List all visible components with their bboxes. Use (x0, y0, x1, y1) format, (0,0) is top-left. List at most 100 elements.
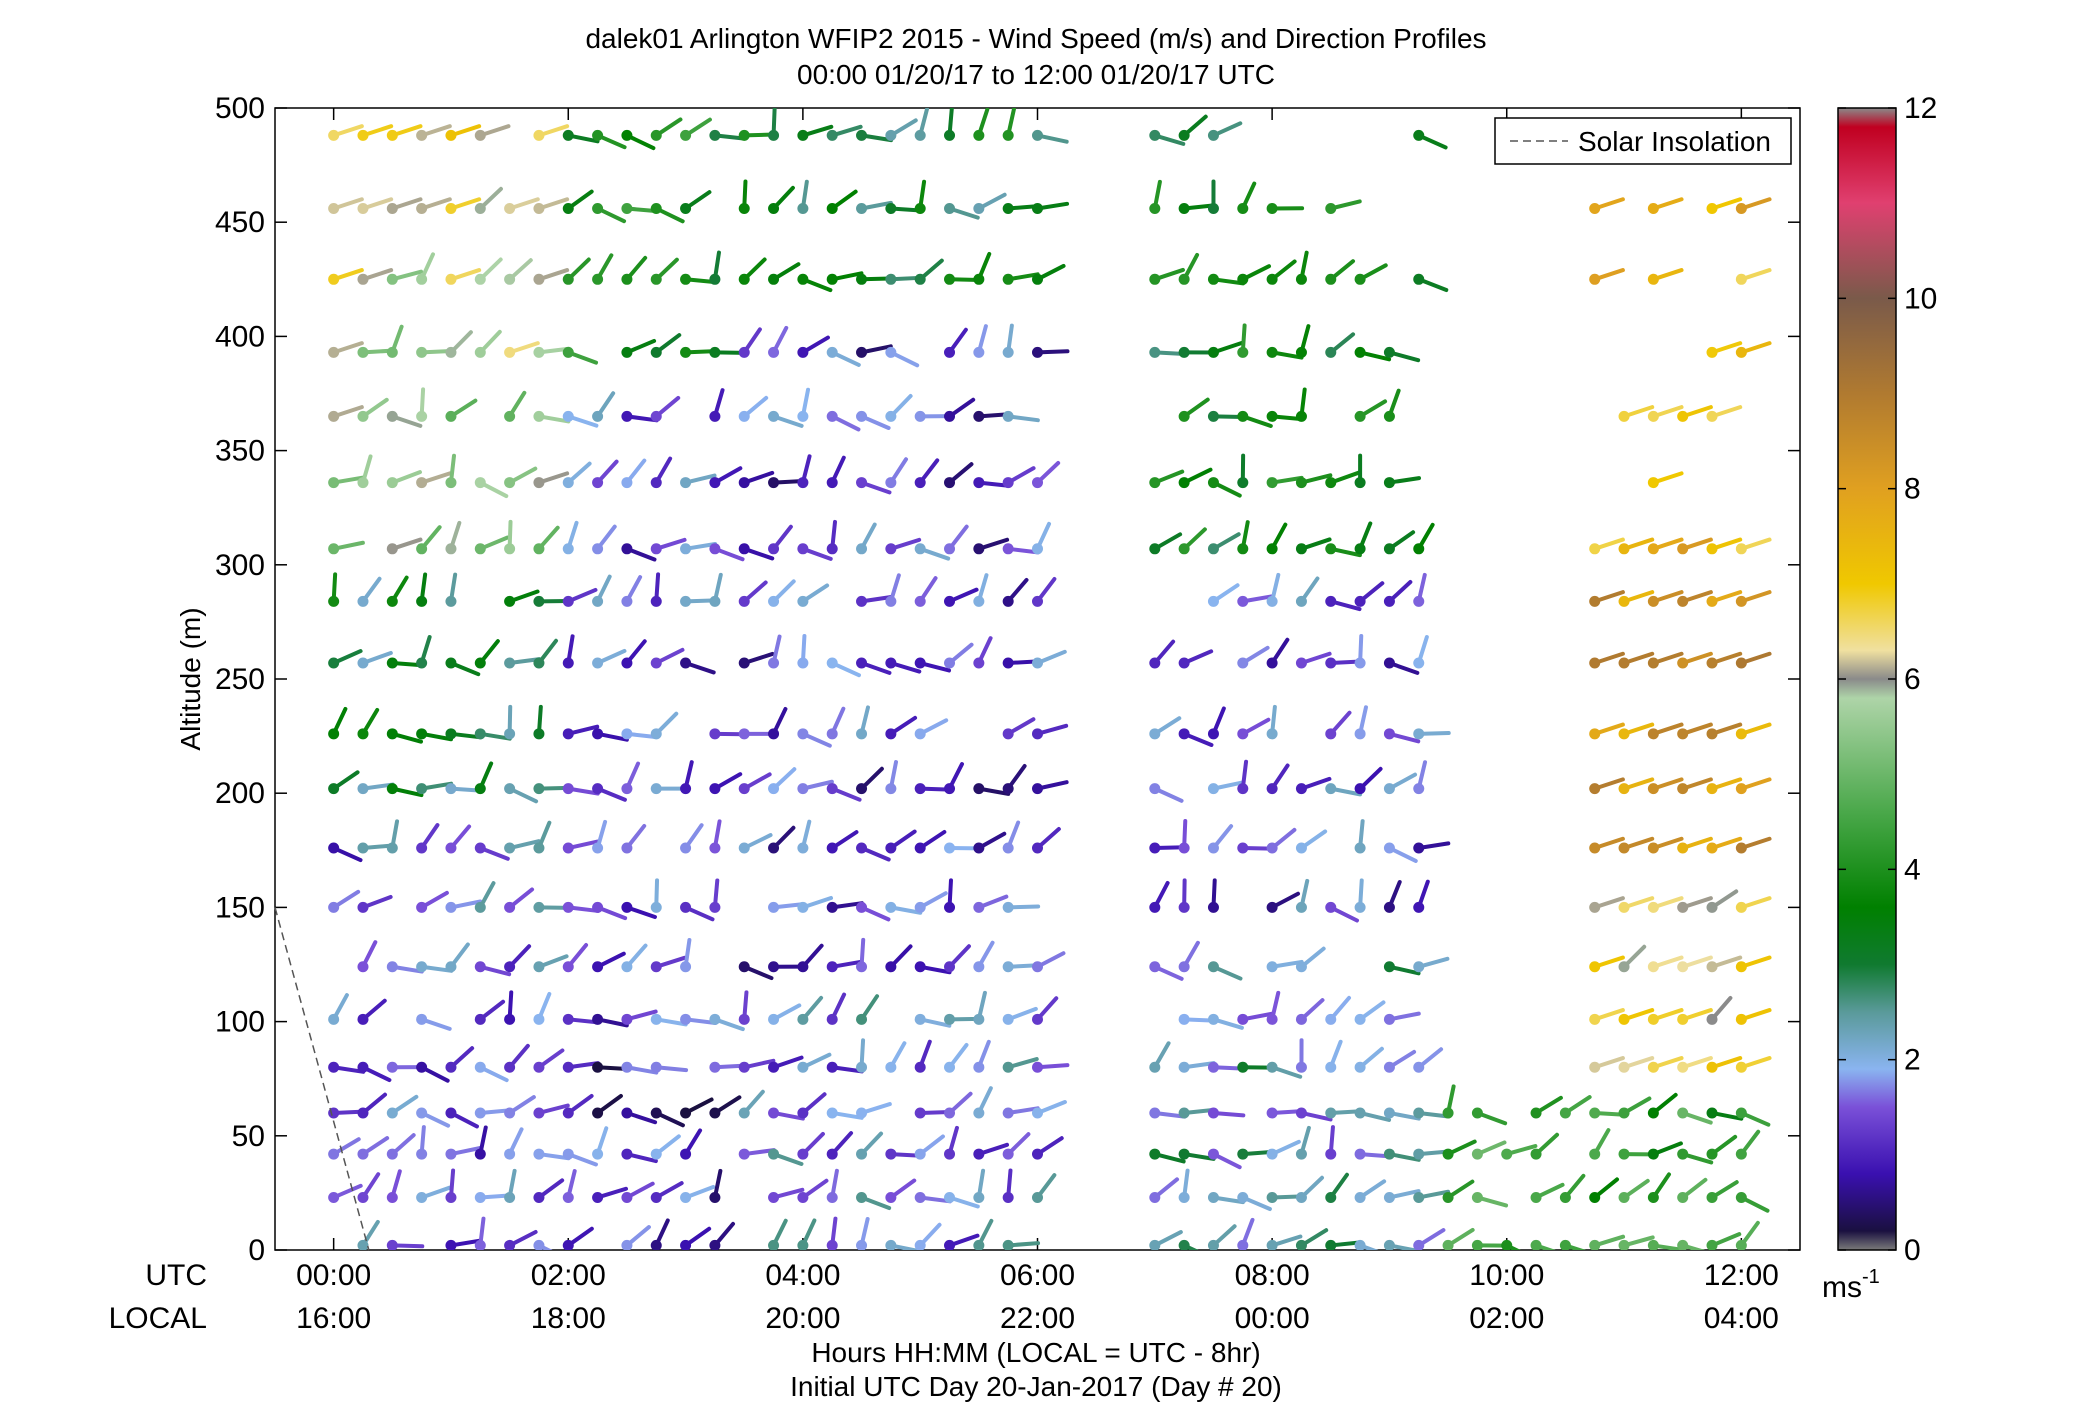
wind-barb-dot (1149, 901, 1161, 913)
wind-barb-dot (826, 1013, 838, 1025)
wind-barb-dot (973, 657, 985, 669)
wind-barb-dot (797, 1107, 809, 1119)
wind-barb-dot (386, 842, 398, 854)
wind-barb-dot (709, 1107, 721, 1119)
wind-barb-dot (944, 1191, 956, 1203)
wind-barb-dot (1002, 202, 1014, 214)
wind-barb-dot (1295, 1013, 1307, 1025)
wind-barb-dot (621, 783, 633, 795)
x-axis: 00:00 16:00 02:00 18:00 04:00 20:00 06:00 22:00… (296, 108, 1779, 1335)
wind-barb-dot (650, 1148, 662, 1160)
wind-barb-dot (826, 842, 838, 854)
wind-barb-dot (386, 961, 398, 973)
wind-barb-dot (1677, 1013, 1689, 1025)
chart-subtitle: 00:00 01/20/17 to 12:00 01/20/17 UTC (797, 59, 1275, 90)
wind-barb-dot (1178, 961, 1190, 973)
wind-barb-dot (856, 1191, 868, 1203)
wind-barb-dot (797, 1013, 809, 1025)
wind-barb-dot (445, 728, 457, 740)
wind-barb-dot (621, 273, 633, 285)
wind-barb-dot (1383, 961, 1395, 973)
wind-barb-dot (416, 901, 428, 913)
wind-barb-dot (1413, 1107, 1425, 1119)
wind-barb-dot (445, 961, 457, 973)
wind-barb-dot (738, 1013, 750, 1025)
wind-barb-dot (680, 595, 692, 607)
wind-barb-dot (1706, 410, 1718, 422)
x-tick-label-local: 04:00 (1704, 1302, 1779, 1335)
wind-barb-dot (1383, 346, 1395, 358)
wind-barb-dot (1207, 1191, 1219, 1203)
wind-barb-dot (1618, 1061, 1630, 1073)
wind-barb-dot (1032, 595, 1043, 607)
wind-barb-dot (1413, 595, 1425, 607)
wind-barb-dot (1295, 657, 1307, 669)
wind-barb-dot (973, 961, 985, 973)
wind-barb-dot (1354, 1061, 1366, 1073)
solar-insolation-line (274, 907, 370, 1251)
wind-barb-dot (621, 129, 633, 141)
wind-barb-dot (1677, 728, 1689, 740)
wind-barb-dot (856, 1107, 868, 1119)
wind-barb-dot (1207, 410, 1219, 422)
x-tick-label-utc: 12:00 (1704, 1259, 1779, 1292)
wind-barb-dot (1354, 477, 1366, 489)
wind-barb-dot (1325, 1148, 1337, 1160)
wind-barb-dot (885, 1148, 897, 1160)
wind-barb-dot (768, 595, 780, 607)
wind-barb-dot (1735, 1107, 1747, 1119)
wind-barb-dot (1413, 543, 1425, 555)
wind-barb-dot (650, 1191, 662, 1203)
wind-barb-dot (1295, 842, 1307, 854)
wind-barb-dot (885, 783, 897, 795)
y-axis: 0 50 100 150 200 250 300 350 400 450 500 (215, 92, 1800, 1267)
wind-barb-dot (1002, 543, 1014, 555)
wind-barb-dot (1735, 1239, 1747, 1250)
wind-barb-dot (768, 1107, 780, 1119)
wind-barb-dot (914, 961, 926, 973)
wind-barb-dot (533, 961, 545, 973)
wind-barb-dot (504, 202, 516, 214)
wind-barb-dot (1471, 1191, 1483, 1203)
wind-barb-dot (709, 901, 721, 913)
wind-barb-dot (650, 129, 662, 141)
wind-barb-dot (1032, 129, 1043, 141)
wind-barb-dot (445, 273, 457, 285)
wind-barb-dot (445, 657, 457, 669)
wind-barb-dot (1735, 1148, 1747, 1160)
wind-barb-dot (1706, 961, 1718, 973)
wind-barb-dot (416, 961, 428, 973)
wind-barb-dot (1149, 477, 1161, 489)
wind-barb-dot (357, 783, 369, 795)
wind-barb-dot (1266, 273, 1278, 285)
wind-barb-dot (504, 1191, 516, 1203)
wind-barb-dot (738, 273, 750, 285)
wind-barb-dot (1002, 1107, 1014, 1119)
wind-barb-dot (1677, 543, 1689, 555)
wind-barb-dot (1207, 273, 1219, 285)
wind-barb-dot (914, 901, 926, 913)
wind-barb-dot (768, 477, 780, 489)
wind-barb-dot (386, 346, 398, 358)
wind-barb-dot (474, 346, 486, 358)
wind-barb-dot (826, 129, 838, 141)
wind-barb-dot (1295, 273, 1307, 285)
wind-barb-dot (1149, 657, 1161, 669)
wind-barb-dot (1706, 1061, 1718, 1073)
wind-barb-dot (1002, 477, 1014, 489)
y-tick-label: 350 (215, 435, 265, 468)
wind-barb-dot (562, 783, 574, 795)
wind-barb-dot (1706, 901, 1718, 913)
wind-barb-dot (914, 1148, 926, 1160)
x-tick-label-local: 16:00 (296, 1302, 371, 1335)
wind-barb-dot (1002, 961, 1014, 973)
wind-barb-dot (1735, 1013, 1747, 1025)
wind-barb-dot (709, 410, 721, 422)
wind-barb-dot (856, 657, 868, 669)
wind-barb-dot (914, 1191, 926, 1203)
wind-barb-dot (445, 1061, 457, 1073)
wind-barb-dot (1677, 1191, 1689, 1203)
wind-barb-dot (797, 728, 809, 740)
wind-barb-dot (885, 202, 897, 214)
wind-barb-dot (1149, 1148, 1161, 1160)
